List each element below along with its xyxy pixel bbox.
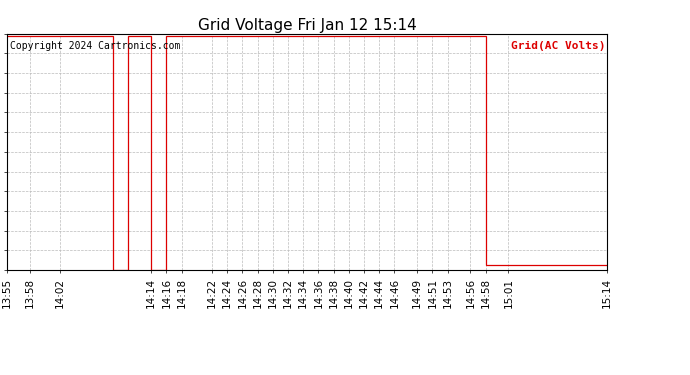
Title: Grid Voltage Fri Jan 12 15:14: Grid Voltage Fri Jan 12 15:14: [197, 18, 417, 33]
Text: Copyright 2024 Cartronics.com: Copyright 2024 Cartronics.com: [10, 41, 180, 51]
Text: Grid(AC Volts): Grid(AC Volts): [511, 41, 606, 51]
